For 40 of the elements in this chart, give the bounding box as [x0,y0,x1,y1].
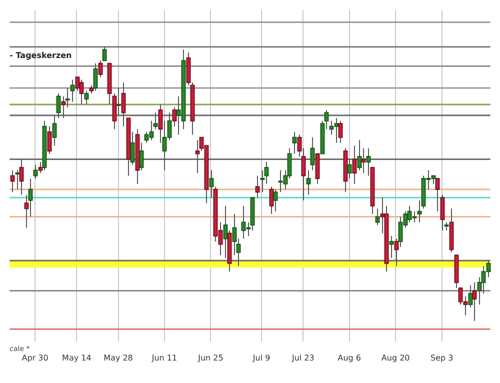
candlestick [70,79,75,102]
candlestick [352,145,357,184]
candlestick [306,170,311,196]
candlestick [33,164,38,179]
x-tick-label: Jun 25 [197,353,224,362]
candlestick [357,140,362,171]
x-tick-label: Jul 23 [290,353,314,362]
x-tick-label: May 14 [62,353,92,362]
candlestick [98,60,103,78]
candlestick [121,82,126,127]
candlestick [269,186,274,215]
candlestick [440,194,445,231]
candlestick [52,114,57,146]
x-tick-label: Jun 11 [150,353,178,362]
x-tick-label: May 28 [104,353,133,362]
annotation: - Tageskerzen [10,51,72,60]
candlestick [273,188,278,212]
x-tick-label: Apr 30 [22,353,48,362]
candlestick [338,120,343,144]
candlestick [375,208,380,226]
candlestick [255,175,260,198]
candlestick [116,88,121,116]
candlestick [347,158,352,179]
candlestick [366,148,371,176]
candlestick [93,62,98,92]
candlestick [47,126,52,154]
candlestick [79,79,84,105]
candlestick [10,170,15,193]
candlestick [84,90,89,105]
candlestick [139,142,144,171]
candlestick [15,170,20,190]
x-tick-label: Aug 6 [338,353,362,362]
candlestick [56,93,61,119]
x-tick-label: Aug 20 [381,353,410,362]
candlestick [292,131,297,154]
x-tick-label: Jul 9 [252,353,270,362]
candlestick [435,178,440,212]
candlestick [19,158,24,196]
x-tick-label: Sep 3 [430,353,454,362]
candlestick [195,140,200,174]
